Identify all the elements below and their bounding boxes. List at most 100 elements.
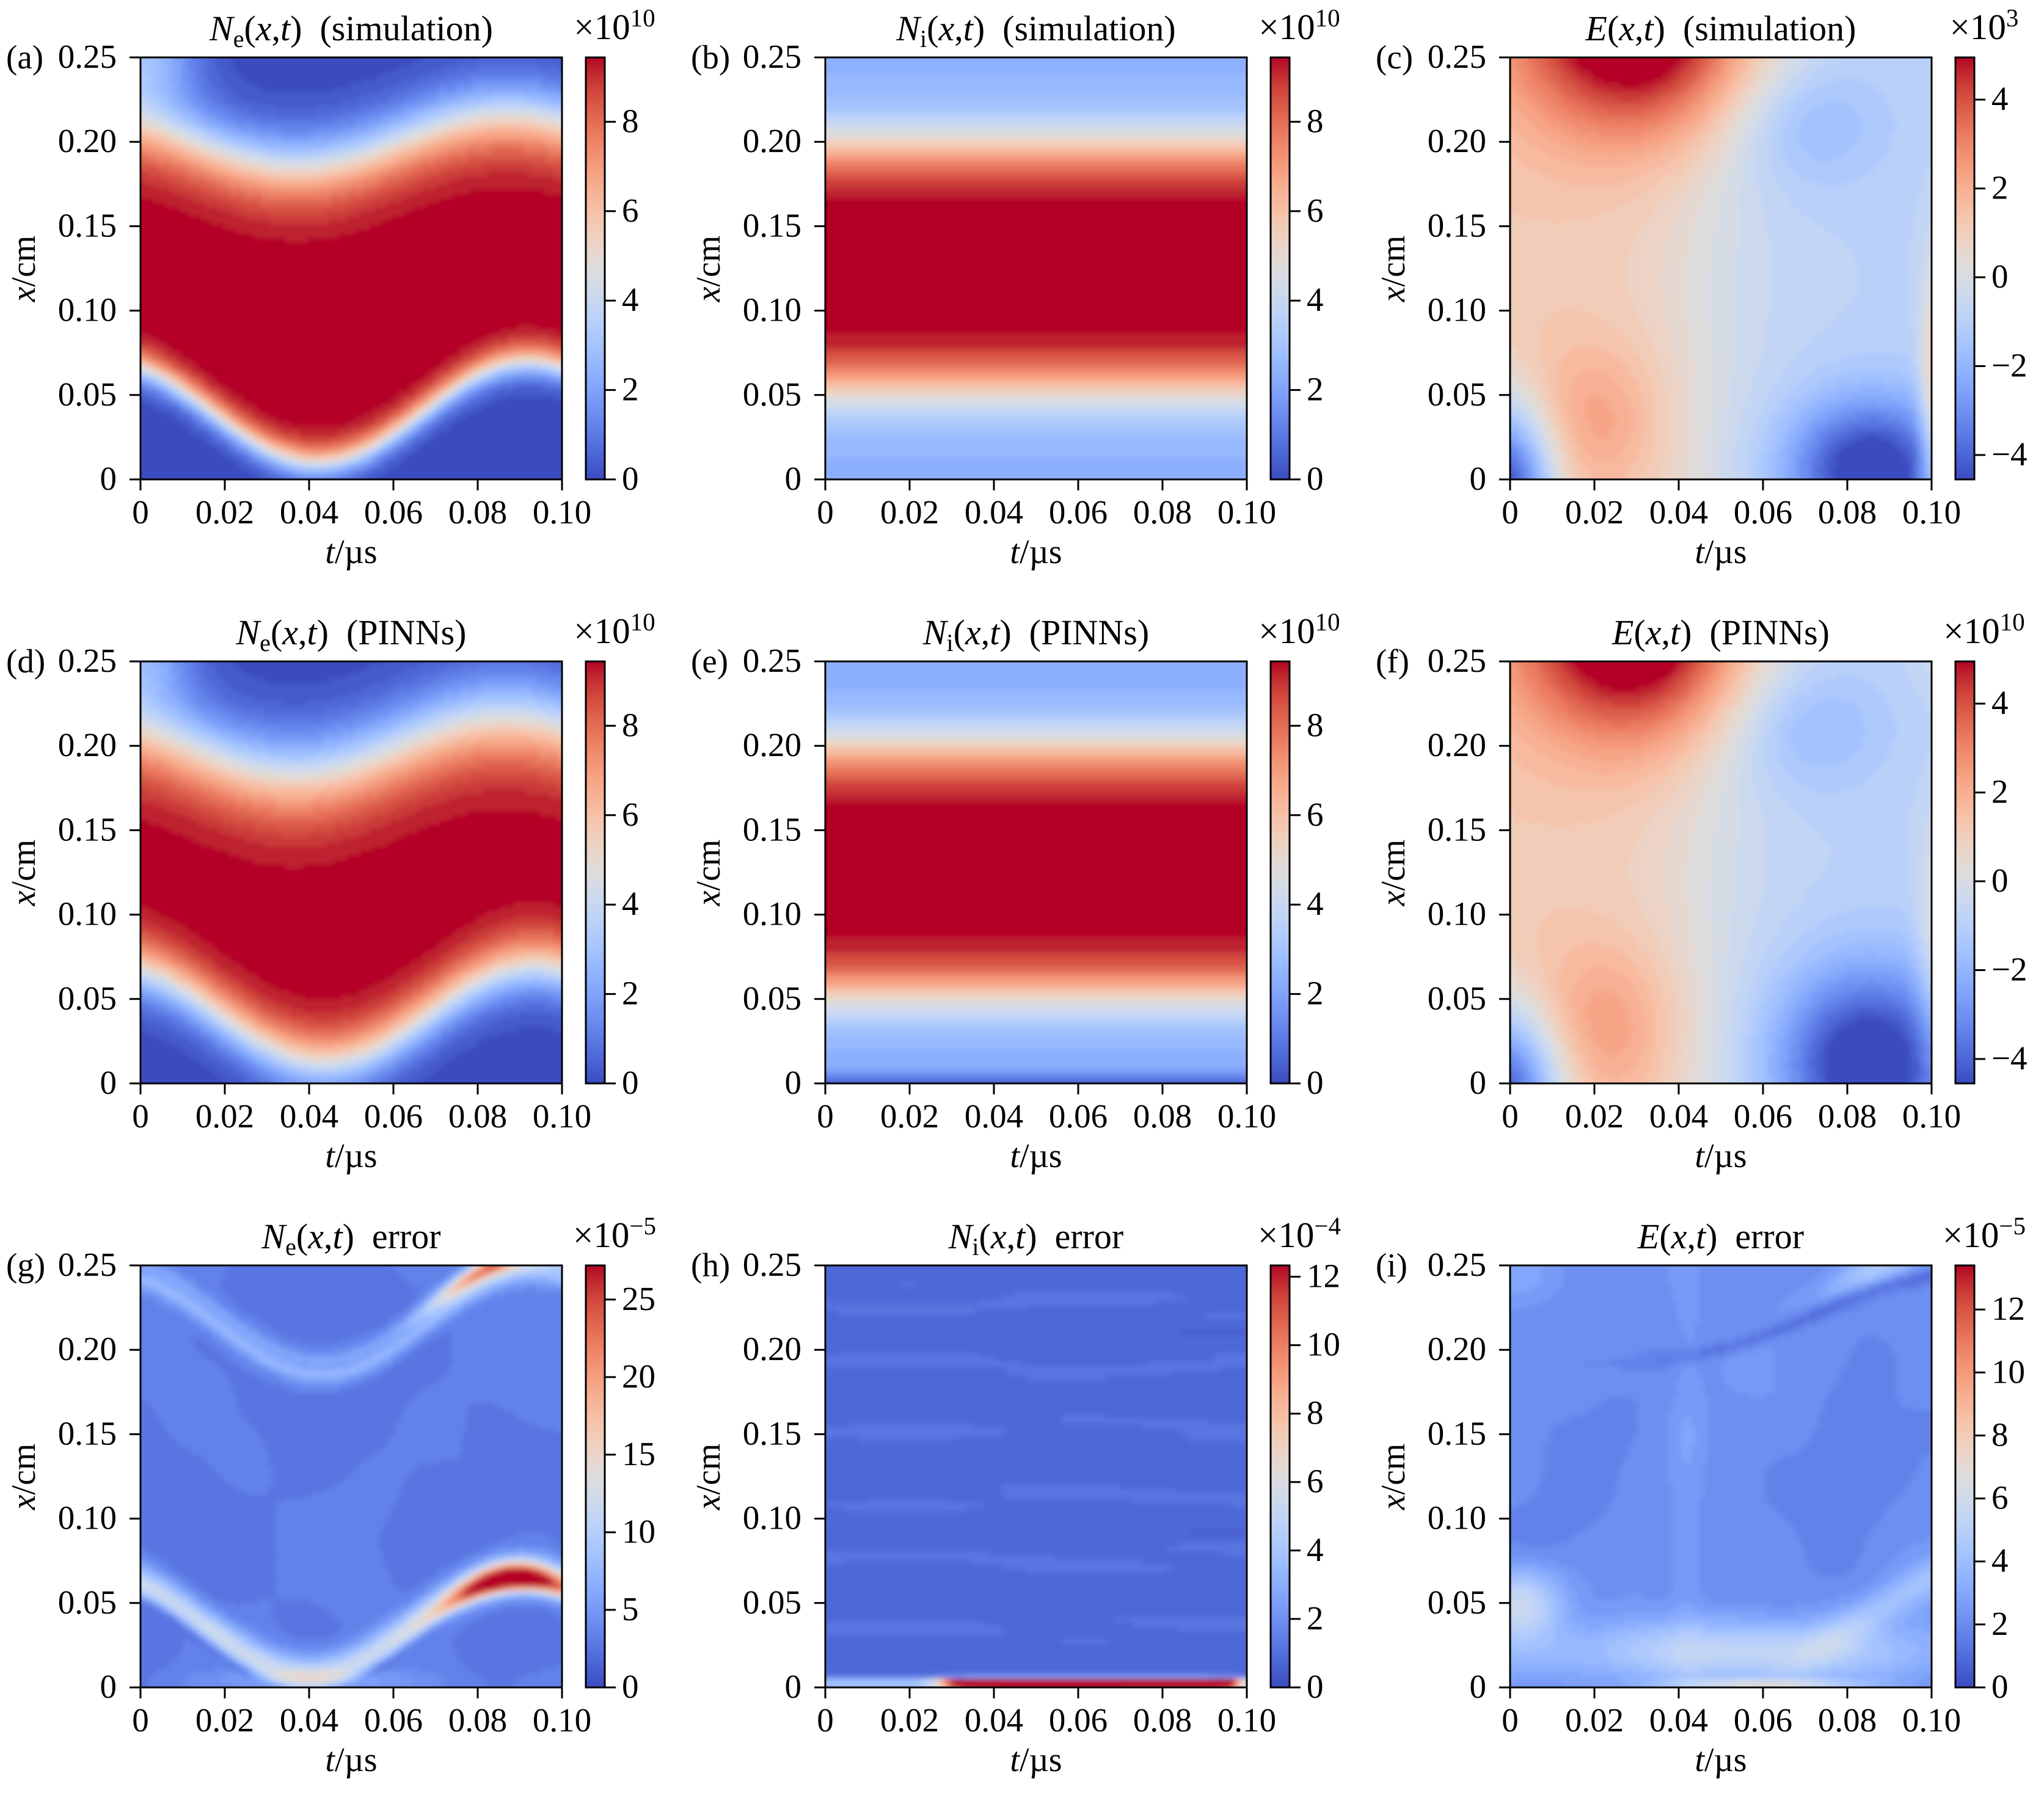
svg-text:0.04: 0.04 — [1649, 1097, 1708, 1135]
svg-text:0.04: 0.04 — [280, 1701, 338, 1739]
svg-text:E(x,t) (simulation): E(x,t) (simulation) — [1585, 9, 1856, 48]
svg-text:0.02: 0.02 — [1565, 493, 1624, 531]
svg-text:12: 12 — [1991, 1290, 2025, 1327]
svg-text:0.05: 0.05 — [743, 980, 801, 1017]
svg-text:4: 4 — [1307, 885, 1324, 922]
svg-text:0.05: 0.05 — [58, 1584, 117, 1621]
svg-text:0: 0 — [100, 1064, 117, 1101]
svg-text:0.20: 0.20 — [743, 122, 801, 159]
svg-text:0.05: 0.05 — [743, 1584, 801, 1621]
svg-text:×1010: ×1010 — [574, 608, 655, 651]
svg-text:Ni(x,t) error: Ni(x,t) error — [948, 1217, 1124, 1261]
svg-text:2: 2 — [1307, 371, 1324, 408]
svg-text:0.06: 0.06 — [1049, 1097, 1108, 1135]
svg-text:4: 4 — [1991, 1542, 2009, 1579]
svg-text:0.06: 0.06 — [1049, 1701, 1108, 1739]
svg-text:20: 20 — [622, 1358, 655, 1395]
svg-text:0.10: 0.10 — [1428, 291, 1486, 329]
svg-text:(c): (c) — [1376, 38, 1413, 76]
svg-text:0.10: 0.10 — [1217, 1701, 1276, 1739]
svg-text:0.04: 0.04 — [280, 1097, 338, 1135]
svg-text:0.10: 0.10 — [58, 1499, 117, 1537]
svg-text:0: 0 — [817, 1097, 834, 1135]
svg-text:25: 25 — [622, 1280, 655, 1317]
svg-text:0.25: 0.25 — [743, 1246, 801, 1283]
svg-text:2: 2 — [1991, 169, 2009, 206]
svg-text:0.10: 0.10 — [533, 493, 591, 531]
svg-text:0.10: 0.10 — [1217, 493, 1276, 531]
svg-text:Ne(x,t) error: Ne(x,t) error — [261, 1217, 440, 1261]
svg-text:0.05: 0.05 — [1428, 1584, 1486, 1621]
svg-text:0.08: 0.08 — [1133, 1097, 1192, 1135]
svg-text:0: 0 — [622, 1064, 639, 1101]
svg-text:0: 0 — [622, 460, 639, 497]
svg-text:2: 2 — [1991, 1605, 2009, 1642]
svg-text:0: 0 — [785, 1668, 802, 1705]
svg-text:0: 0 — [1502, 1701, 1519, 1739]
svg-text:4: 4 — [1307, 281, 1324, 318]
svg-text:4: 4 — [622, 885, 639, 922]
svg-text:0: 0 — [1307, 1064, 1324, 1101]
svg-text:0.10: 0.10 — [533, 1701, 591, 1739]
svg-text:0.06: 0.06 — [1734, 493, 1792, 531]
svg-text:2: 2 — [622, 371, 639, 408]
svg-text:0: 0 — [817, 1701, 834, 1739]
svg-text:8: 8 — [1991, 1416, 2009, 1454]
svg-text:15: 15 — [622, 1435, 655, 1472]
svg-text:6: 6 — [1307, 796, 1324, 833]
svg-text:6: 6 — [1307, 1463, 1324, 1500]
svg-text:0.25: 0.25 — [1428, 642, 1486, 679]
svg-text:0.15: 0.15 — [1428, 1414, 1486, 1452]
svg-text:0.04: 0.04 — [280, 493, 338, 531]
svg-text:t/µs: t/µs — [1695, 1137, 1747, 1175]
svg-text:×10−5: ×10−5 — [573, 1212, 656, 1255]
svg-text:8: 8 — [622, 706, 639, 743]
svg-text:x/cm: x/cm — [690, 840, 728, 907]
svg-text:×1010: ×1010 — [1258, 608, 1340, 651]
svg-text:0.02: 0.02 — [195, 1701, 254, 1739]
svg-text:t/µs: t/µs — [1010, 1741, 1062, 1779]
svg-text:0.04: 0.04 — [1649, 1701, 1708, 1739]
svg-text:x/cm: x/cm — [1374, 1444, 1412, 1511]
svg-text:0: 0 — [100, 460, 117, 497]
svg-text:2: 2 — [1991, 773, 2009, 810]
svg-text:0.06: 0.06 — [1049, 493, 1108, 531]
svg-text:0: 0 — [132, 493, 149, 531]
svg-text:t/µs: t/µs — [1695, 533, 1747, 571]
svg-text:×10−4: ×10−4 — [1258, 1212, 1341, 1255]
svg-text:Ne(x,t) (PINNs): Ne(x,t) (PINNs) — [235, 613, 466, 657]
svg-text:4: 4 — [1991, 80, 2009, 117]
svg-text:Ne(x,t) (simulation): Ne(x,t) (simulation) — [209, 9, 493, 53]
svg-text:0.06: 0.06 — [1734, 1701, 1792, 1739]
svg-text:0.20: 0.20 — [1428, 726, 1486, 763]
svg-text:(g): (g) — [6, 1246, 45, 1284]
svg-text:0.25: 0.25 — [1428, 38, 1486, 75]
svg-text:0.08: 0.08 — [1818, 493, 1877, 531]
svg-text:0.05: 0.05 — [743, 376, 801, 413]
svg-text:10: 10 — [622, 1513, 655, 1550]
svg-text:0: 0 — [1991, 862, 2009, 899]
svg-text:0.10: 0.10 — [1902, 1701, 1961, 1739]
svg-text:0.05: 0.05 — [58, 980, 117, 1017]
svg-text:0: 0 — [622, 1668, 639, 1705]
svg-text:4: 4 — [1991, 684, 2009, 721]
svg-text:0.02: 0.02 — [880, 493, 939, 531]
svg-text:E(x,t) (PINNs): E(x,t) (PINNs) — [1611, 613, 1830, 652]
svg-text:t/µs: t/µs — [1010, 533, 1062, 571]
svg-text:−4: −4 — [1991, 1039, 2028, 1077]
svg-text:×1010: ×1010 — [1943, 608, 2024, 651]
svg-text:0.20: 0.20 — [743, 1330, 801, 1367]
svg-text:0: 0 — [1307, 460, 1324, 497]
svg-text:8: 8 — [1307, 1394, 1324, 1432]
svg-text:0.15: 0.15 — [58, 206, 117, 244]
svg-text:×1010: ×1010 — [1258, 4, 1340, 47]
svg-text:0: 0 — [1502, 493, 1519, 531]
svg-text:0.20: 0.20 — [58, 726, 117, 763]
svg-text:t/µs: t/µs — [1010, 1137, 1062, 1175]
svg-text:(f): (f) — [1376, 642, 1409, 680]
svg-text:0.15: 0.15 — [1428, 206, 1486, 244]
svg-text:0.25: 0.25 — [58, 1246, 117, 1283]
svg-text:0.06: 0.06 — [364, 1701, 423, 1739]
svg-text:t/µs: t/µs — [1695, 1741, 1747, 1779]
svg-text:0.15: 0.15 — [743, 810, 801, 848]
